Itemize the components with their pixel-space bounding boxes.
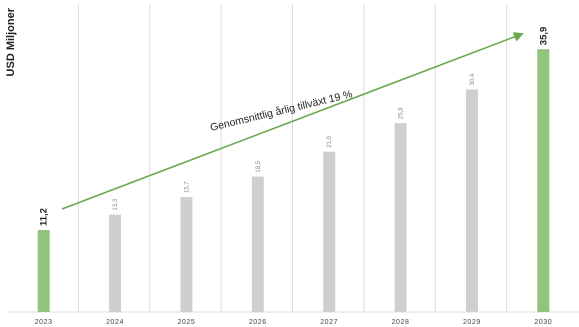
growth-annotation: Genomsnittlig årlig tillväxt 19 % [209,88,354,134]
value-label-2026: 18,5 [256,160,262,172]
bar-2025 [180,197,193,312]
value-label-2024: 13,3 [113,198,119,210]
bar-2029 [465,89,478,312]
bar-2030 [537,49,550,312]
x-tick-2025: 2025 [177,319,195,326]
bars [37,49,550,312]
x-tick-2028: 2028 [392,319,410,326]
x-tick-2030: 2030 [534,319,552,326]
x-tick-2023: 2023 [35,319,53,326]
y-axis-label: USD Miljoner [5,7,17,76]
bar-2028 [394,123,407,312]
value-label-2025: 15,7 [184,181,190,193]
bar-2026 [251,176,264,312]
value-labels: 11,2 13,3 15,7 18,5 21,9 25,8 30,4 35,9 [39,27,550,226]
bar-2024 [109,214,122,312]
x-tick-2027: 2027 [320,319,338,326]
x-tick-2024: 2024 [106,319,124,326]
value-label-2023: 11,2 [39,208,50,226]
x-tick-2029: 2029 [463,319,481,326]
value-label-2028: 25,8 [399,107,405,119]
value-label-2030: 35,9 [538,27,549,46]
x-tick-2026: 2026 [249,319,267,326]
bar-2023 [37,230,50,312]
growth-arrow [61,32,524,210]
bar-2027 [323,151,336,312]
x-tick-labels: 2023 2024 2025 2026 2027 2028 2029 2030 [35,319,552,326]
value-label-2029: 30,4 [470,73,476,85]
grid-lines [8,4,579,313]
value-label-2027: 21,9 [327,135,333,147]
